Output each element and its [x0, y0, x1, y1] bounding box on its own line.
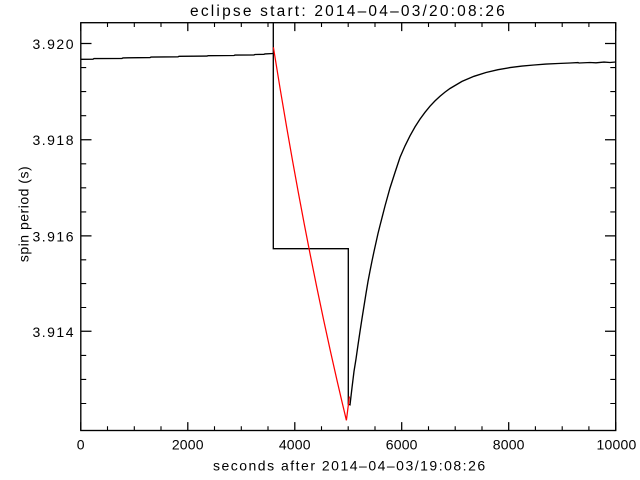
svg-text:seconds after 2014–04–03/19:08: seconds after 2014–04–03/19:08:26 — [213, 457, 487, 473]
svg-text:3.920: 3.920 — [32, 36, 75, 52]
svg-text:3.914: 3.914 — [32, 324, 75, 340]
svg-text:eclipse start: 2014–04–03/20:0: eclipse start: 2014–04–03/20:08:26 — [190, 3, 507, 20]
svg-text:8000: 8000 — [493, 437, 525, 453]
svg-text:3.916: 3.916 — [32, 228, 75, 244]
svg-text:6000: 6000 — [386, 437, 418, 453]
svg-text:3.918: 3.918 — [32, 132, 75, 148]
svg-text:spin period (s): spin period (s) — [16, 166, 32, 262]
svg-text:2000: 2000 — [172, 437, 204, 453]
svg-text:10000: 10000 — [597, 437, 637, 453]
svg-text:0: 0 — [77, 437, 85, 453]
svg-text:4000: 4000 — [279, 437, 311, 453]
